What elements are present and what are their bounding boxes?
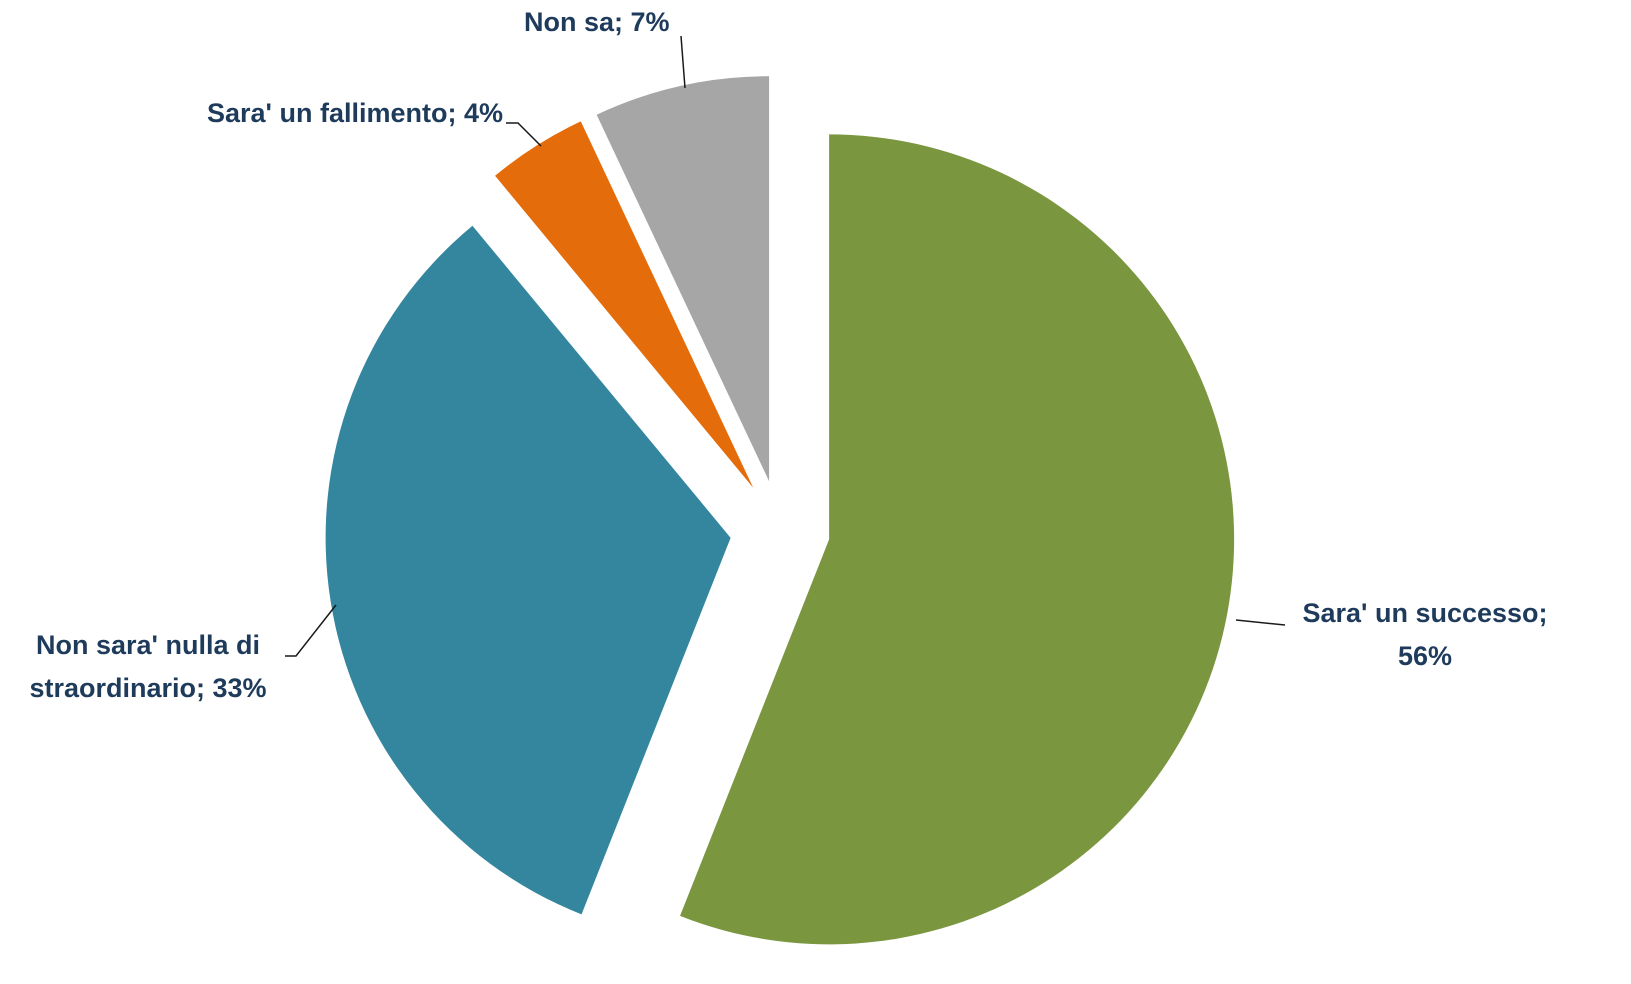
pie-slice [325, 225, 731, 915]
leader-lines [285, 35, 1286, 657]
data-label: Sara' un fallimento; 4% [207, 98, 503, 128]
pie-slice [495, 121, 754, 488]
leader-line [680, 35, 686, 89]
leader-line [506, 122, 542, 147]
pie-slice [596, 76, 770, 482]
pie-slice [680, 134, 1235, 945]
leader-line [1235, 619, 1286, 626]
data-label: Non sara' nulla di straordinario; 33% [29, 630, 267, 703]
data-label: Non sa; 7% [524, 7, 670, 37]
data-label: Sara' un successo; 56% [1302, 598, 1548, 671]
leader-line [285, 604, 337, 657]
